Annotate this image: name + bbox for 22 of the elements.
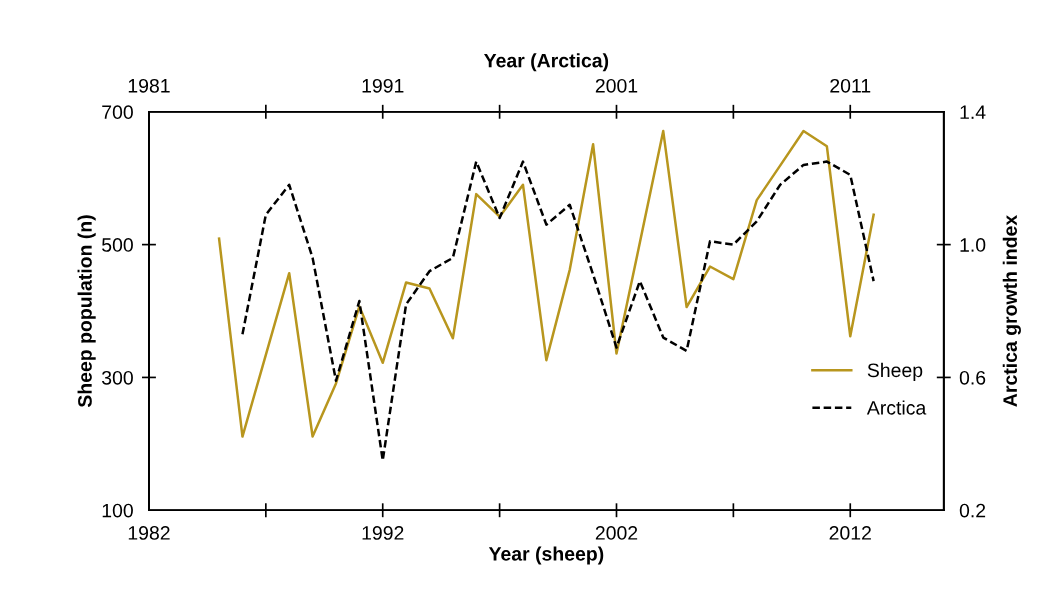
x2-tick-label: 2001: [595, 78, 638, 93]
y2-axis-title: Arctica growth index: [1002, 214, 1021, 407]
x2-tick-label: 2011: [830, 78, 871, 93]
x-axis-title: Year (sheep): [488, 546, 604, 565]
x-tick-label: 1982: [128, 526, 170, 540]
x2-tick-label: 1981: [128, 78, 170, 93]
y2-tick-label: 1.0: [960, 238, 986, 252]
legend-label: Sheep: [867, 362, 923, 381]
y-axis-title: Sheep population (n): [77, 215, 96, 408]
legend-label: Arctica: [866, 400, 927, 415]
y2-tick-label: 0.2: [959, 503, 986, 518]
y-tick-label: 100: [102, 503, 133, 518]
y-tick-label: 700: [102, 105, 133, 120]
x2-tick-label: 1991: [362, 78, 404, 93]
y2-tick-label: 1.4: [960, 105, 986, 119]
x-tick-label: 1992: [362, 526, 404, 540]
y2-tick-label: 0.6: [959, 370, 986, 385]
x-tick-label: 2002: [595, 526, 638, 540]
x-tick-label: 2012: [829, 526, 871, 540]
y-tick-label: 300: [101, 370, 133, 385]
y-tick-label: 500: [102, 238, 133, 252]
x2-axis-title: Year (Arctica): [484, 53, 609, 72]
